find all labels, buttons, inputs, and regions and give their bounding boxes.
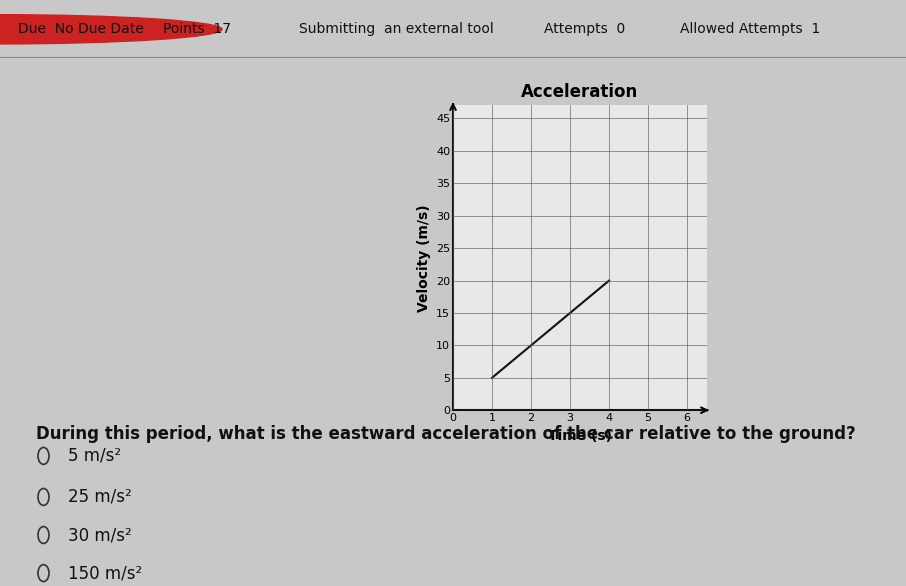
Text: 30 m/s²: 30 m/s² — [68, 526, 131, 544]
Text: Due  No Due Date: Due No Due Date — [18, 22, 144, 36]
Circle shape — [0, 15, 222, 44]
Text: Submitting  an external tool: Submitting an external tool — [299, 22, 494, 36]
Text: 150 m/s²: 150 m/s² — [68, 564, 142, 582]
Text: Attempts  0: Attempts 0 — [544, 22, 625, 36]
Text: 25 m/s²: 25 m/s² — [68, 488, 131, 506]
Text: During this period, what is the eastward acceleration of the car relative to the: During this period, what is the eastward… — [36, 425, 856, 443]
Text: Points  17: Points 17 — [163, 22, 231, 36]
Text: Allowed Attempts  1: Allowed Attempts 1 — [680, 22, 820, 36]
Text: 5 m/s²: 5 m/s² — [68, 447, 121, 465]
X-axis label: Time (s): Time (s) — [548, 428, 612, 442]
Title: Acceleration: Acceleration — [521, 83, 639, 101]
Y-axis label: Velocity (m/s): Velocity (m/s) — [417, 204, 430, 312]
